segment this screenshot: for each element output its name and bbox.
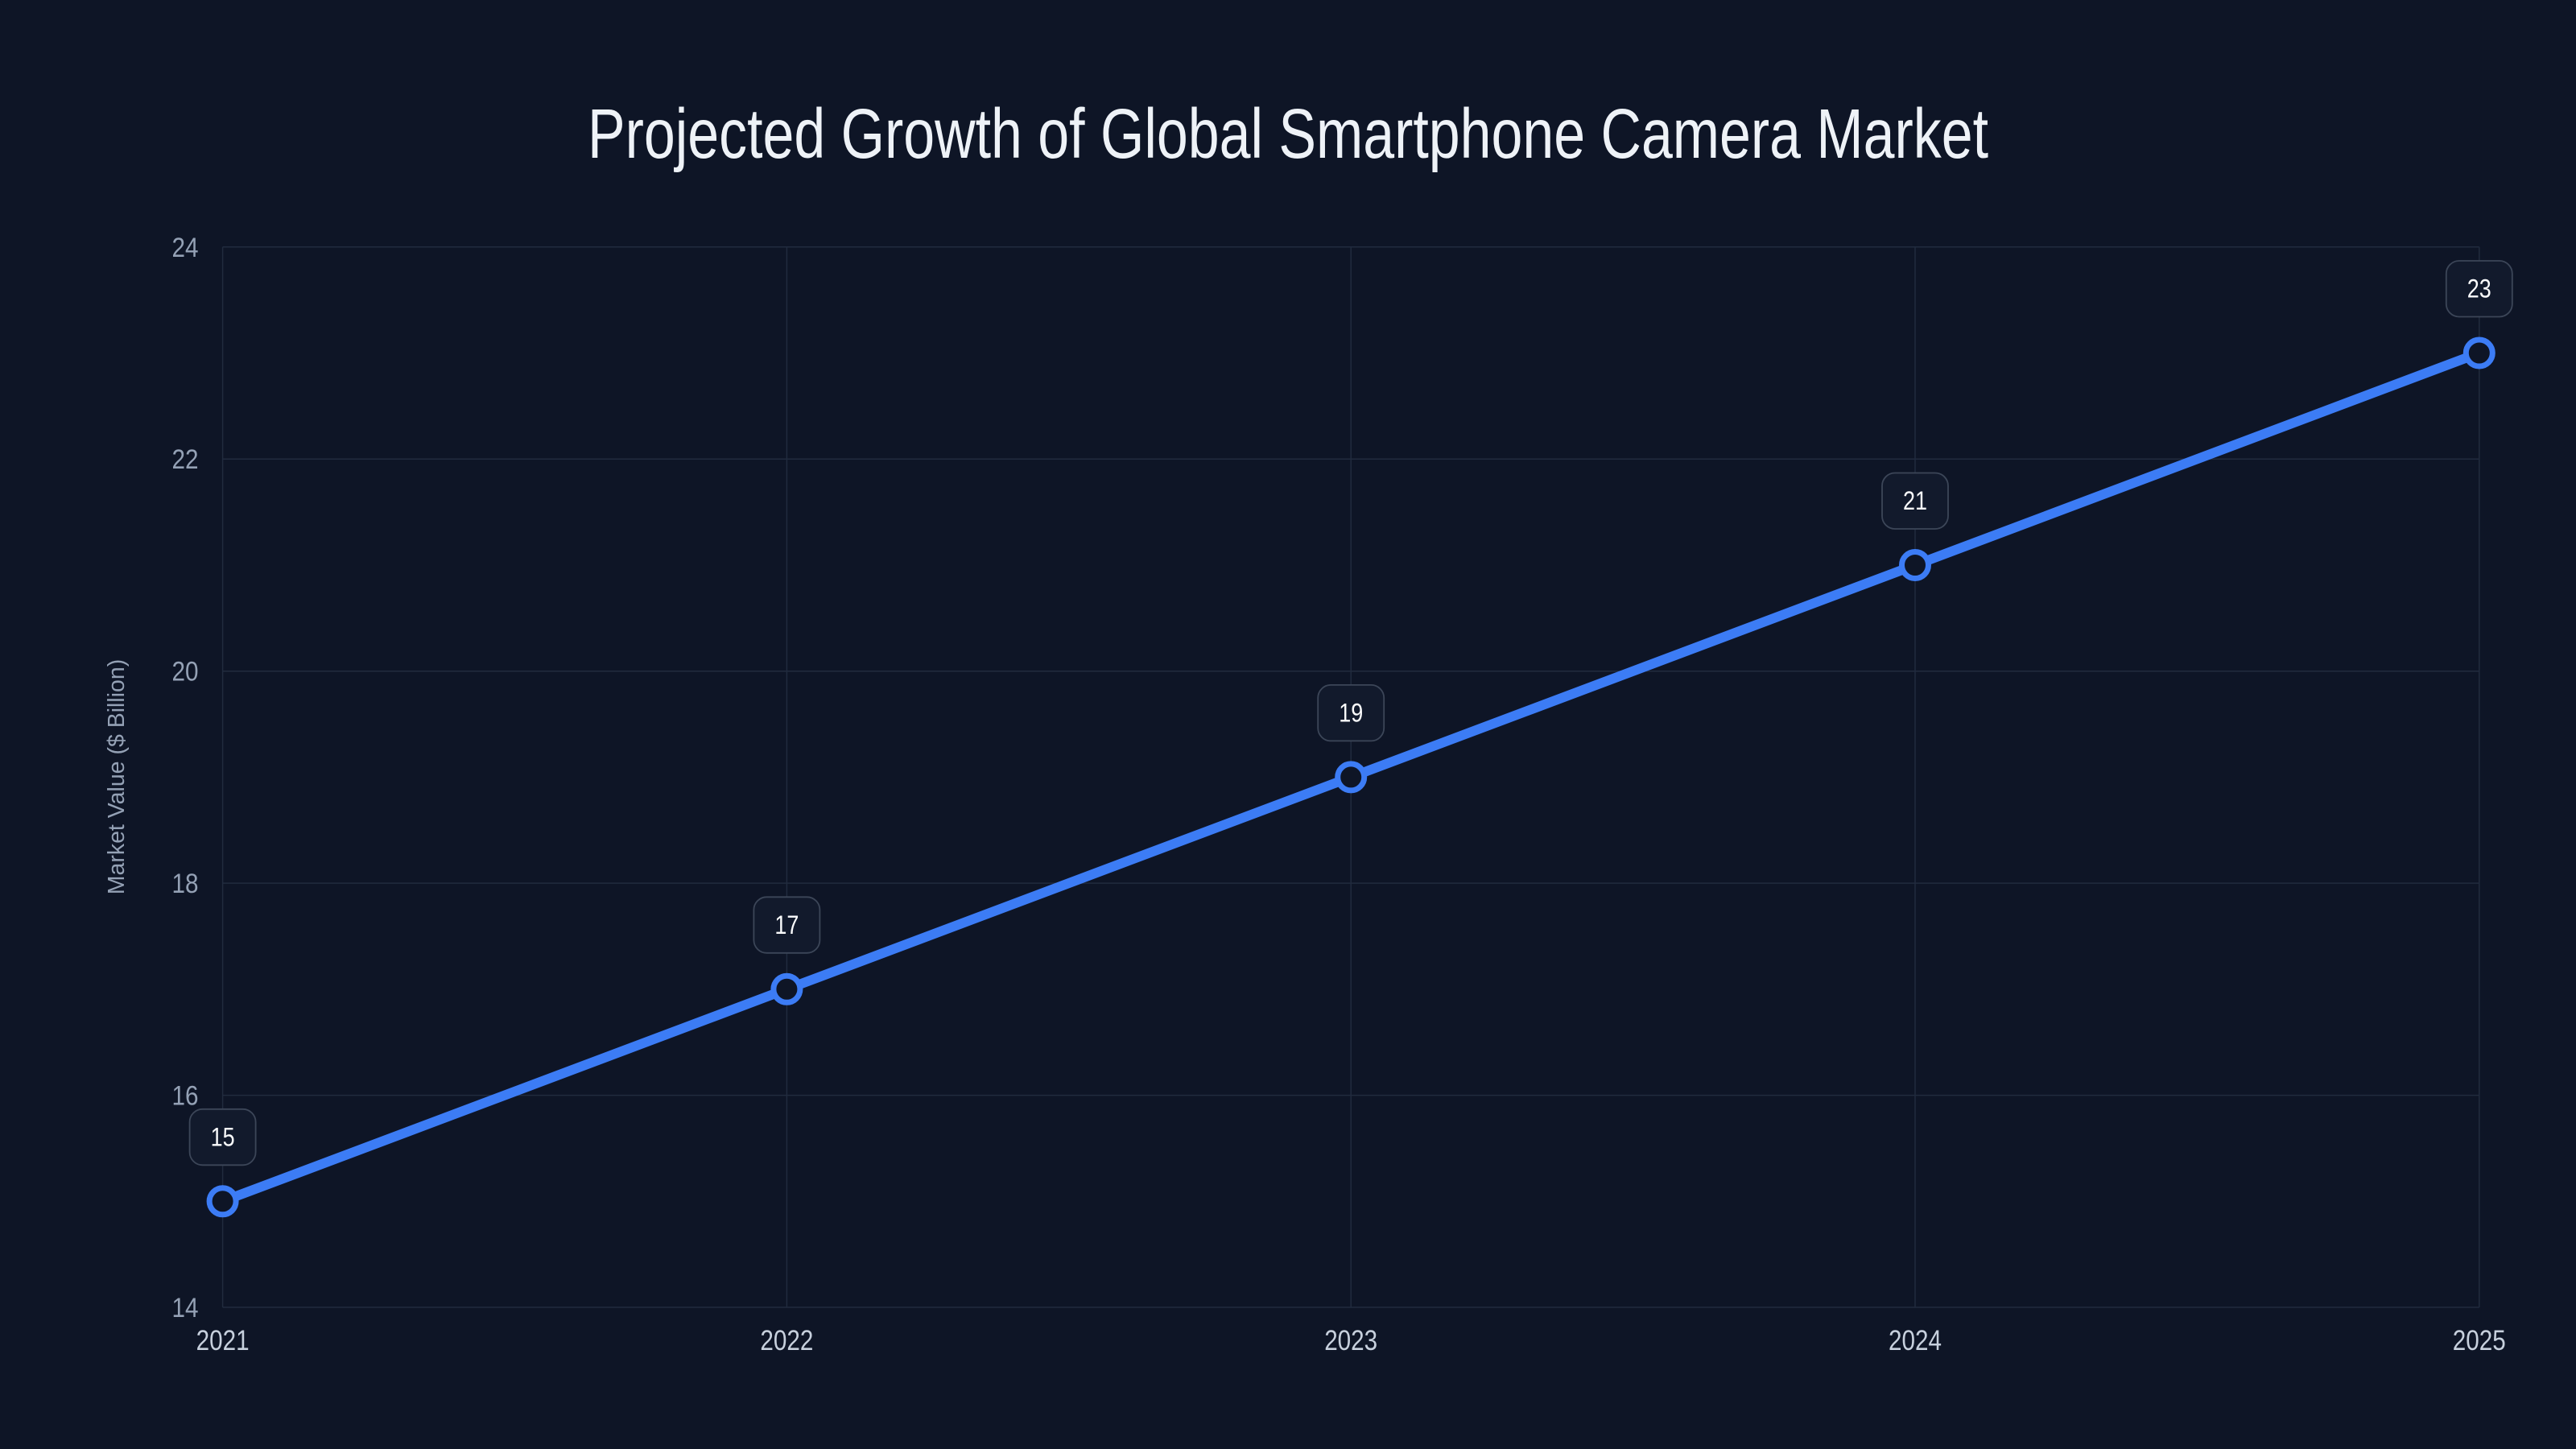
- svg-text:15: 15: [211, 1123, 235, 1152]
- svg-text:21: 21: [1903, 486, 1927, 515]
- svg-text:2023: 2023: [1324, 1325, 1377, 1356]
- svg-text:24: 24: [172, 233, 199, 263]
- svg-text:14: 14: [172, 1293, 199, 1323]
- svg-text:22: 22: [172, 444, 199, 475]
- svg-text:16: 16: [172, 1081, 199, 1112]
- svg-text:23: 23: [2467, 275, 2491, 303]
- svg-text:17: 17: [774, 910, 799, 939]
- svg-text:19: 19: [1339, 699, 1363, 728]
- svg-text:2025: 2025: [2453, 1325, 2506, 1356]
- svg-text:20: 20: [172, 657, 199, 687]
- svg-text:18: 18: [172, 869, 199, 899]
- svg-text:2022: 2022: [760, 1325, 813, 1356]
- svg-text:2024: 2024: [1889, 1325, 1942, 1356]
- svg-text:Market Value ($ Billion): Market Value ($ Billion): [104, 659, 130, 895]
- svg-text:2021: 2021: [196, 1325, 250, 1356]
- svg-text:Projected Growth of Global Sma: Projected Growth of Global Smartphone Ca…: [588, 95, 1988, 173]
